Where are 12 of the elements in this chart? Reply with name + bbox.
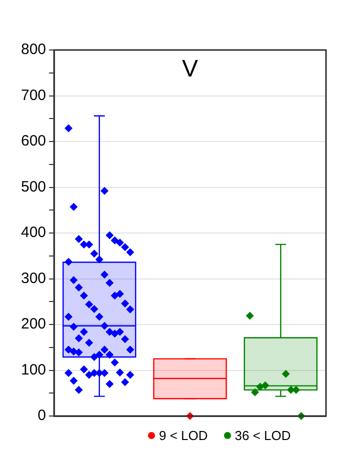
text: 36 < LOD: [234, 428, 291, 443]
y-tick-label: 200: [20, 316, 46, 333]
y-tick-label: 600: [20, 132, 46, 150]
y-tick-label: 700: [20, 86, 46, 104]
y-tick-label: 100: [20, 361, 46, 378]
y-tick-label: 500: [20, 178, 46, 196]
y-tick-label: 300: [20, 270, 46, 287]
y-tick-label: 800: [20, 41, 46, 58]
chart-title: V: [182, 56, 198, 83]
text: 9 < LOD: [159, 428, 208, 443]
y-tick-label: 400: [20, 224, 46, 242]
y-tick-label: 0: [38, 407, 46, 424]
